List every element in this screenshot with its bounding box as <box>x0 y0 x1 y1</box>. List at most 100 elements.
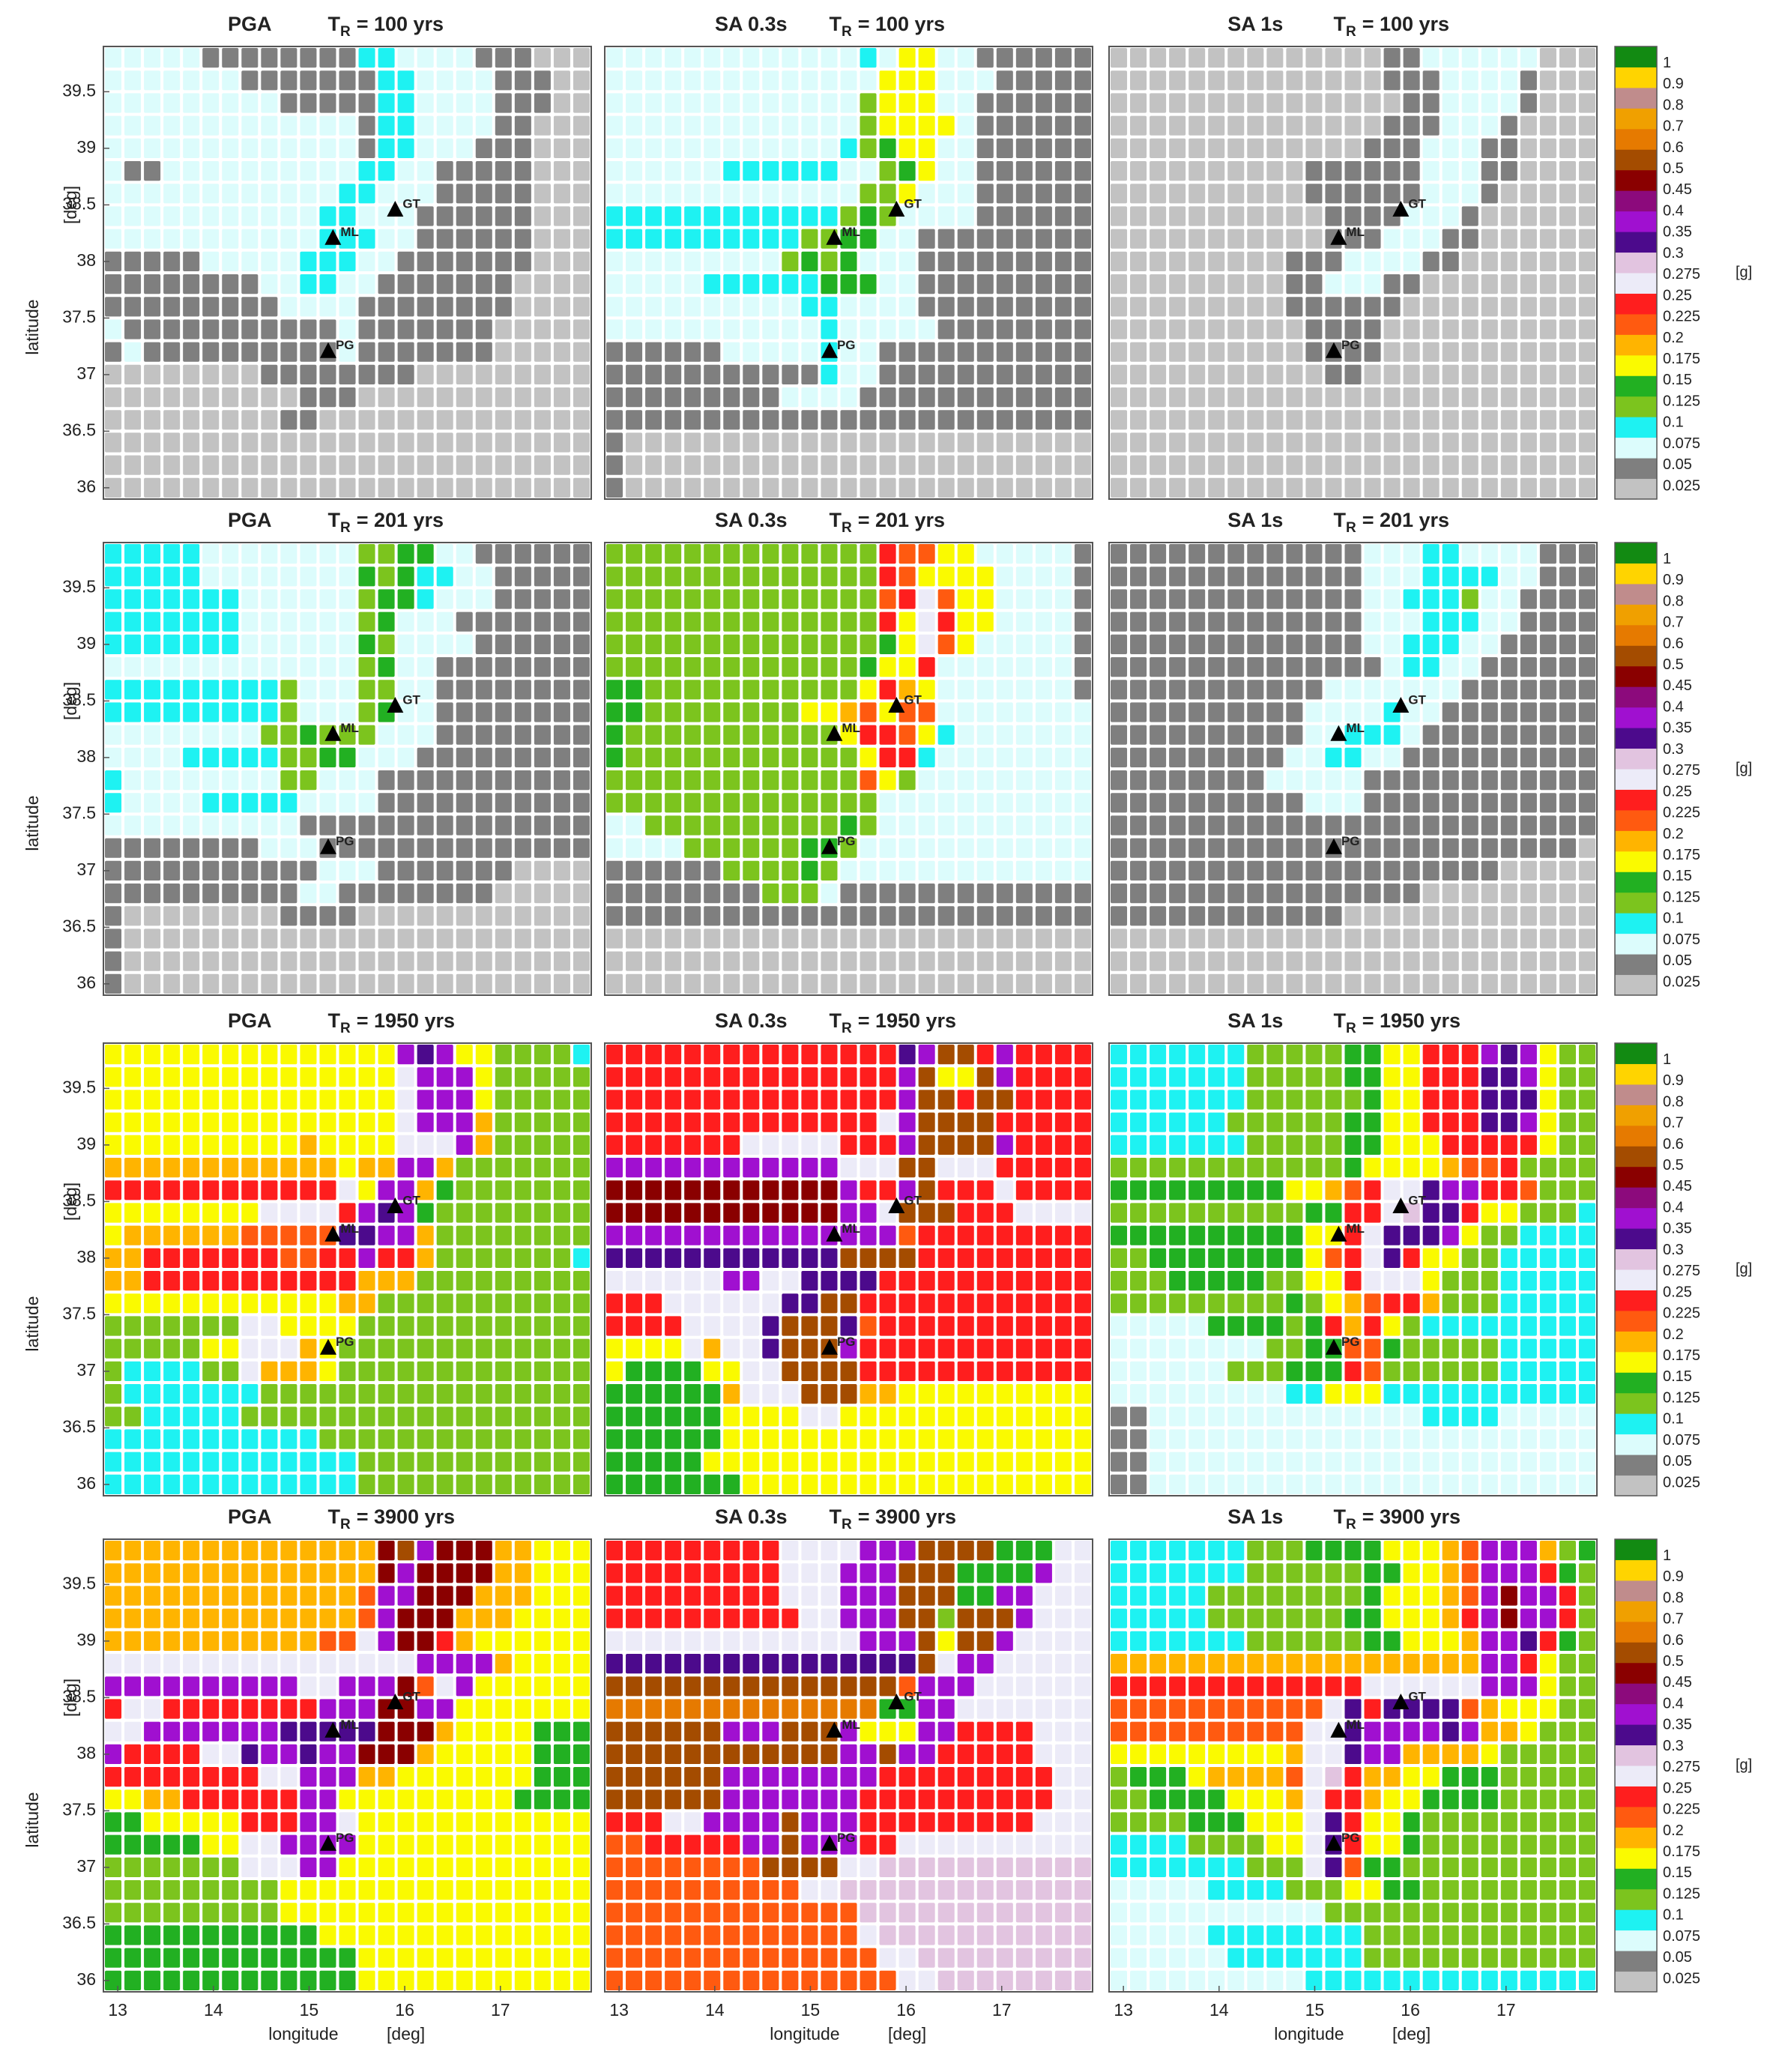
hazard-cell <box>723 297 740 317</box>
hazard-cell <box>397 93 414 113</box>
hazard-cell <box>1461 1316 1478 1336</box>
hazard-cell <box>300 747 317 767</box>
hazard-cell <box>1130 567 1147 587</box>
hazard-cell <box>417 1608 434 1628</box>
hazard-cell <box>183 1225 200 1245</box>
hazard-cell <box>723 1158 740 1178</box>
period-symbol: T <box>1333 509 1346 531</box>
hazard-cell <box>723 634 740 654</box>
hazard-cell <box>1208 251 1225 271</box>
hazard-cell <box>684 1429 701 1449</box>
hazard-cell <box>1578 138 1595 158</box>
hazard-cell <box>1481 611 1498 632</box>
hazard-cell <box>573 1767 590 1787</box>
hazard-cell <box>1442 725 1459 745</box>
hazard-cell <box>339 1271 356 1291</box>
hazard-cell <box>723 906 740 926</box>
hazard-cell <box>782 1429 799 1449</box>
hazard-cell <box>626 1045 643 1065</box>
hazard-cell <box>1130 1158 1147 1178</box>
hazard-cell <box>704 793 721 813</box>
hazard-cell <box>495 319 512 339</box>
hazard-cell <box>553 657 570 677</box>
hazard-cell <box>801 611 818 632</box>
hazard-cell <box>1520 1112 1537 1132</box>
hazard-cell <box>937 1293 955 1314</box>
hazard-cell <box>553 1721 570 1742</box>
hazard-cell <box>1461 251 1478 271</box>
hazard-cell <box>1188 477 1206 498</box>
hazard-cell <box>1500 1452 1517 1472</box>
hazard-cell <box>762 1429 779 1449</box>
hazard-cell <box>378 1293 395 1314</box>
hazard-cell <box>645 1248 662 1268</box>
hazard-cell <box>937 1271 955 1291</box>
hazard-cell <box>1150 793 1167 813</box>
hazard-cell <box>782 1067 799 1087</box>
hazard-cell <box>996 860 1013 881</box>
hazard-cell <box>1247 93 1264 113</box>
hazard-cell <box>1227 1384 1245 1404</box>
hazard-cell <box>534 611 551 632</box>
hazard-cell <box>821 567 838 587</box>
hazard-cell <box>937 115 955 136</box>
hazard-cell <box>1500 951 1517 971</box>
hazard-cell <box>1188 770 1206 791</box>
hazard-cell <box>397 1384 414 1404</box>
hazard-cell <box>1130 611 1147 632</box>
hazard-cell <box>514 432 531 453</box>
hazard-cell <box>976 115 994 136</box>
hazard-cell <box>704 1112 721 1132</box>
hazard-cell <box>626 1293 643 1314</box>
hazard-cell <box>1500 477 1517 498</box>
hazard-cell <box>514 1135 531 1155</box>
hazard-cell <box>723 1271 740 1291</box>
hazard-cell <box>1461 1225 1478 1245</box>
hazard-cell <box>684 725 701 745</box>
panel-quantity: SA 0.3s <box>715 13 788 35</box>
hazard-cell <box>514 567 531 587</box>
hazard-cell <box>475 1767 492 1787</box>
hazard-cell <box>456 1045 473 1065</box>
hazard-cell <box>475 432 492 453</box>
hazard-cell <box>300 206 317 226</box>
hazard-cell <box>1286 1045 1303 1065</box>
hazard-cell <box>1054 702 1072 722</box>
hazard-cell <box>1227 297 1245 317</box>
hazard-cell <box>436 1361 453 1381</box>
hazard-cell <box>534 1180 551 1200</box>
hazard-cell <box>417 1429 434 1449</box>
hazard-cell <box>1035 973 1052 994</box>
hazard-cell <box>1344 1067 1362 1087</box>
hazard-cell <box>645 251 662 271</box>
hazard-cell <box>397 1429 414 1449</box>
hazard-cell <box>1074 138 1091 158</box>
hazard-cell <box>1520 838 1537 858</box>
hazard-cell <box>1169 747 1186 767</box>
hazard-cell <box>782 747 799 767</box>
hazard-cell <box>280 1338 297 1359</box>
hazard-cell <box>1539 838 1556 858</box>
hazard-cell <box>684 1045 701 1065</box>
hazard-cell <box>996 1225 1013 1245</box>
hazard-cell <box>358 1676 375 1697</box>
hazard-cell <box>762 274 779 295</box>
hazard-cell <box>163 973 181 994</box>
hazard-cell <box>163 70 181 91</box>
hazard-cell <box>665 93 682 113</box>
hazard-cell <box>1286 455 1303 475</box>
hazard-cell <box>475 860 492 881</box>
hazard-cell <box>918 860 935 881</box>
hazard-cell <box>222 1699 239 1719</box>
hazard-cell <box>704 319 721 339</box>
hazard-cell <box>1150 1135 1167 1155</box>
hazard-cell <box>1422 342 1440 362</box>
station-marker <box>1392 200 1410 217</box>
hazard-cell <box>723 1045 740 1065</box>
hazard-cell <box>1111 1361 1128 1381</box>
hazard-cell <box>1227 1112 1245 1132</box>
hazard-cell <box>358 1316 375 1336</box>
hazard-cell <box>378 115 395 136</box>
hazard-cell <box>1305 1452 1323 1472</box>
